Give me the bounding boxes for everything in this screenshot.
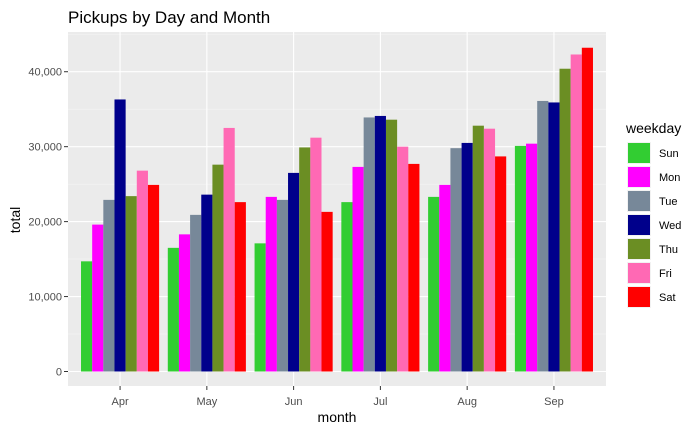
y-axis: 0 10,000 20,000 30,000 40,000 (28, 67, 68, 379)
y-tick-label: 0 (56, 367, 62, 379)
bar-mon-jun (265, 196, 277, 372)
x-tick-label: Jun (285, 396, 303, 408)
bar-tue-may (190, 214, 202, 372)
bar-fri-sep (570, 54, 582, 372)
bar-wed-may (201, 194, 213, 372)
bar-thu-apr (125, 196, 137, 372)
x-tick-label: Jul (373, 396, 387, 408)
bar-sat-sep (581, 47, 593, 372)
bar-sat-jun (321, 211, 333, 372)
bar-wed-apr (114, 99, 126, 372)
bar-tue-jul (363, 117, 375, 372)
y-tick-label: 10,000 (28, 292, 62, 304)
legend-key-tue (628, 191, 650, 211)
legend-label-wed: Wed (659, 220, 681, 232)
bar-wed-jun (288, 172, 300, 372)
bar-sat-apr (147, 184, 160, 372)
bar-sun-may (167, 247, 179, 372)
legend: weekday Sun Mon Tue Wed Thu Fri Sat (625, 120, 681, 308)
bar-sat-aug (495, 156, 507, 372)
bar-sun-jun (254, 243, 266, 372)
legend-label-thu: Thu (659, 244, 678, 256)
legend-title: weekday (625, 120, 681, 136)
legend-label-mon: Mon (659, 172, 680, 184)
y-tick-label: 40,000 (28, 67, 62, 79)
legend-label-fri: Fri (659, 268, 672, 280)
bar-tue-sep (537, 100, 549, 372)
bar-sun-jul (341, 202, 353, 372)
y-axis-title: total (7, 207, 23, 233)
bar-fri-may (223, 127, 235, 372)
bar-sat-jul (408, 163, 420, 372)
bar-mon-aug (439, 184, 451, 372)
bar-tue-apr (103, 199, 115, 372)
y-tick-label: 20,000 (28, 217, 62, 229)
bar-thu-sep (559, 68, 571, 372)
bar-thu-may (212, 164, 224, 372)
bar-mon-apr (92, 224, 104, 372)
bar-wed-aug (461, 142, 473, 372)
bar-sun-sep (514, 145, 527, 372)
bar-sat-may (234, 202, 246, 372)
bar-fri-apr (136, 170, 148, 372)
legend-label-sun: Sun (659, 148, 679, 160)
bar-thu-aug (472, 125, 484, 372)
x-tick-label: May (196, 396, 217, 408)
legend-items: Sun Mon Tue Wed Thu Fri Sat (627, 142, 681, 308)
bar-sun-apr (81, 261, 93, 372)
x-tick-label: Apr (112, 396, 129, 408)
bar-wed-sep (548, 102, 560, 372)
chart-title: Pickups by Day and Month (68, 8, 270, 27)
bar-fri-jun (310, 137, 322, 372)
x-axis: Apr May Jun Jul Aug Sep (112, 386, 564, 408)
y-tick-label: 30,000 (28, 142, 62, 154)
bar-thu-jul (385, 119, 398, 372)
bars (81, 47, 593, 372)
bar-fri-aug (483, 128, 496, 372)
bar-tue-aug (450, 148, 462, 372)
legend-label-sat: Sat (659, 292, 676, 304)
x-tick-label: Aug (457, 396, 477, 408)
legend-key-mon (628, 167, 650, 187)
legend-key-thu (628, 239, 650, 259)
plot-area (68, 32, 606, 386)
x-tick-label: Sep (544, 396, 564, 408)
bar-wed-jul (374, 115, 386, 372)
bar-mon-jul (352, 166, 364, 372)
bar-thu-jun (299, 147, 311, 372)
bar-mon-may (178, 234, 191, 372)
x-axis-title: month (318, 409, 357, 425)
bar-tue-jun (276, 199, 289, 372)
bar-fri-jul (397, 146, 409, 372)
legend-label-tue: Tue (659, 196, 678, 208)
bar-mon-sep (526, 143, 538, 372)
legend-key-sat (628, 287, 650, 307)
legend-key-fri (628, 263, 650, 283)
legend-key-wed (628, 215, 650, 235)
legend-key-sun (628, 143, 650, 163)
bar-sun-aug (428, 196, 440, 372)
